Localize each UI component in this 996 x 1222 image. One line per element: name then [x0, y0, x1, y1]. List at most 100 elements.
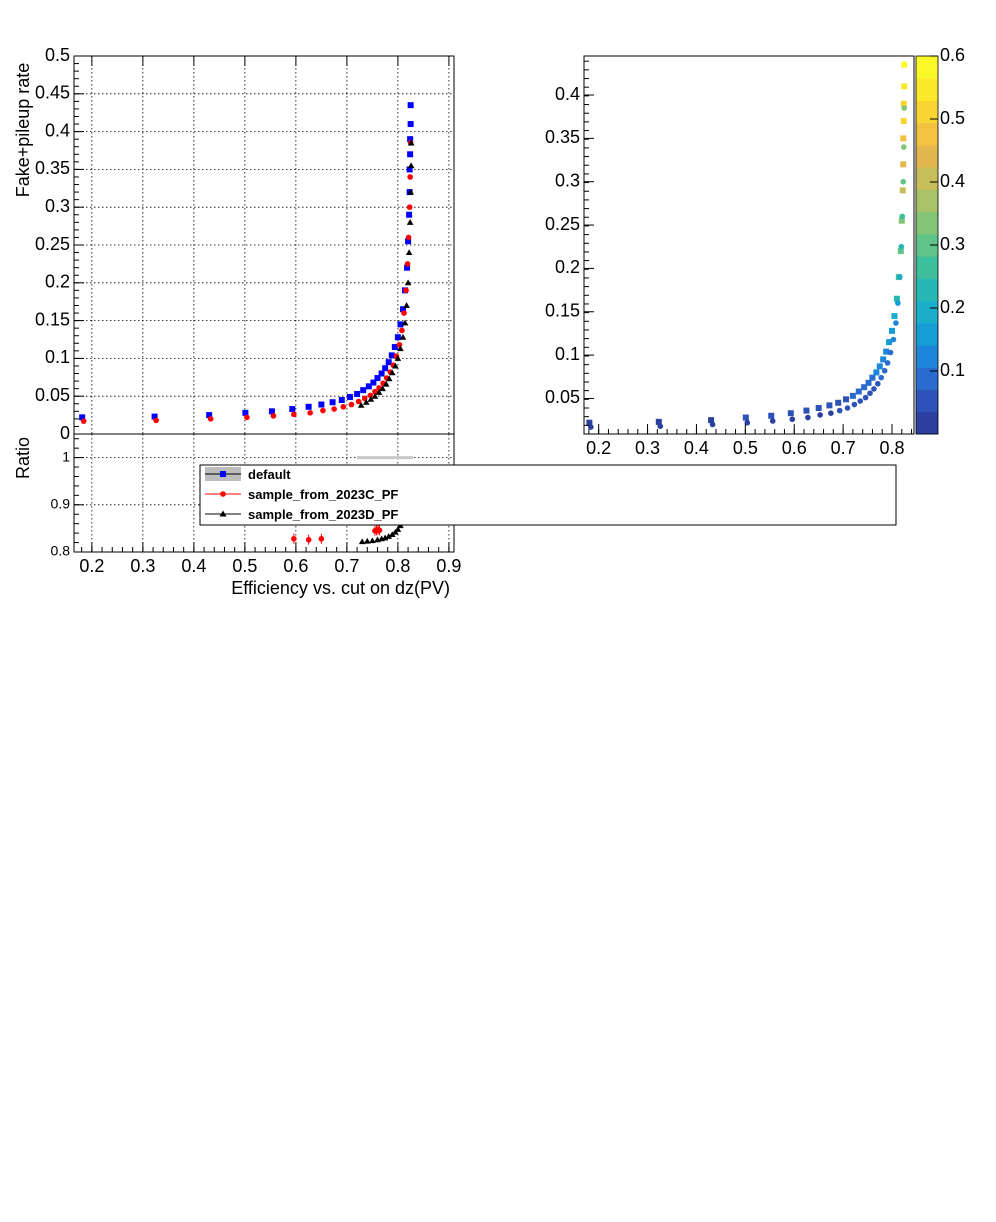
colorbar-segment [916, 256, 938, 279]
colored-data-points [586, 61, 908, 430]
colorbar-label: 0.4 [940, 171, 965, 191]
colored-point-circle [805, 414, 811, 421]
data-point-triangle [406, 219, 414, 225]
data-point-circle [307, 410, 313, 416]
legend: default sample_from_2023C_PF sample_from… [199, 464, 897, 526]
colored-point-square [880, 356, 887, 363]
y-tick-label: 0.5 [45, 45, 70, 65]
colored-point-square [901, 61, 908, 68]
colored-point-circle [744, 419, 751, 426]
colored-point-circle [901, 105, 908, 111]
x-tick-label: 0.5 [733, 438, 758, 458]
data-point-triangle [399, 333, 407, 340]
x-tick-label: 0.7 [334, 556, 359, 576]
legend-label-default: default [248, 467, 291, 482]
colored-point-square [883, 348, 890, 355]
colorbar-segment [916, 367, 938, 391]
main-data-points [79, 102, 415, 424]
colored-point-square [873, 369, 880, 376]
ratio-point-circle [305, 536, 312, 543]
y-tick-label: 0.15 [545, 301, 580, 321]
data-point-triangle [394, 355, 402, 361]
colored-point-circle [769, 418, 776, 424]
ratio-plot-panel: 0.8 0.9 1 0.2 0.3 0.4 0.5 0.6 0.7 0.8 0.9 Ratio E… [13, 433, 461, 598]
colored-point-square [861, 384, 868, 391]
colored-plot-panel: 0.050.10.150.20.250.30.350.4 0.2 0.3 0.4 0.… [545, 45, 965, 458]
data-point-triangle [404, 279, 412, 286]
colored-point-circle [851, 401, 858, 408]
colorbar-label: 0.1 [940, 360, 965, 380]
colored-point-circle [867, 390, 873, 397]
colorbar-segment [916, 78, 938, 101]
legend-label-2023d: sample_from_2023D_PF [248, 507, 398, 522]
colorbar-segment [916, 100, 938, 124]
colored-point-square [901, 83, 908, 90]
colored-point-circle [862, 394, 869, 401]
colored-point-square [893, 295, 900, 302]
colored-point-square [803, 407, 810, 414]
legend-box [199, 464, 897, 526]
colored-point-circle [817, 412, 823, 418]
colored-point-circle [900, 178, 907, 185]
x-tick-label: 0.4 [684, 438, 709, 458]
data-point-square [268, 408, 275, 415]
data-point-circle [153, 417, 159, 424]
colored-point-square [889, 327, 895, 334]
y-tick-label: 0.3 [45, 196, 70, 216]
colored-point-circle [828, 410, 834, 416]
y-tick-label: 1 [62, 448, 70, 464]
data-point-triangle [388, 369, 396, 376]
data-point-circle [367, 392, 374, 399]
data-point-circle [406, 204, 413, 210]
data-point-square [399, 306, 406, 313]
colored-point-square [855, 388, 862, 395]
data-point-circle [407, 174, 413, 180]
main-y-axis-label: Fake+pileup rate [13, 63, 33, 198]
colorbar-label: 0.2 [940, 297, 965, 317]
colored-point-square [900, 118, 907, 125]
data-point-circle [348, 401, 355, 408]
y-tick-label: 0.05 [35, 385, 70, 405]
colorbar-label: 0.6 [940, 45, 965, 65]
colored-point-square [876, 363, 883, 370]
colored-point-square [708, 417, 715, 424]
colored-point-circle [709, 421, 716, 428]
colorbar-segment [916, 56, 938, 79]
x-tick-label: 0.8 [879, 438, 904, 458]
colored-point-circle [878, 374, 885, 381]
y-tick-label: 0.4 [555, 84, 580, 104]
x-tick-label: 0.2 [586, 438, 611, 458]
data-point-square [378, 370, 385, 377]
data-point-triangle [405, 249, 413, 256]
data-point-circle [396, 341, 403, 348]
data-point-square [405, 238, 412, 245]
data-point-circle [405, 234, 412, 241]
colored-point-square [586, 419, 593, 426]
colored-point-circle [900, 144, 907, 150]
data-point-triangle [392, 362, 399, 369]
data-point-square [338, 396, 345, 403]
legend-entry-2023c: sample_from_2023C_PF [205, 487, 398, 502]
y-tick-label: 0.25 [35, 234, 70, 254]
ratio-point-triangle [369, 537, 376, 544]
colorbar-segment [916, 189, 938, 213]
colorbar-segment [916, 300, 938, 324]
colored-point-circle [884, 360, 891, 366]
colored-point-square [900, 135, 907, 142]
data-point-triangle [407, 139, 415, 146]
ratio-y-axis-label: Ratio [13, 437, 33, 479]
data-point-square [391, 344, 398, 351]
data-point-triangle [407, 162, 415, 169]
x-tick-label: 0.6 [782, 438, 807, 458]
data-point-square [346, 393, 353, 400]
x-tick-label: 0.2 [79, 556, 104, 576]
y-tick-label: 0.8 [51, 543, 71, 559]
ratio-point-triangle [363, 537, 371, 544]
data-point-triangle [401, 319, 409, 326]
colored-point-circle [887, 349, 894, 356]
colored-point-square [898, 217, 905, 224]
colored-point-square [835, 399, 842, 406]
colored-point-square [899, 187, 906, 194]
data-point-square [385, 359, 392, 366]
ratio-point-triangle [385, 533, 393, 539]
